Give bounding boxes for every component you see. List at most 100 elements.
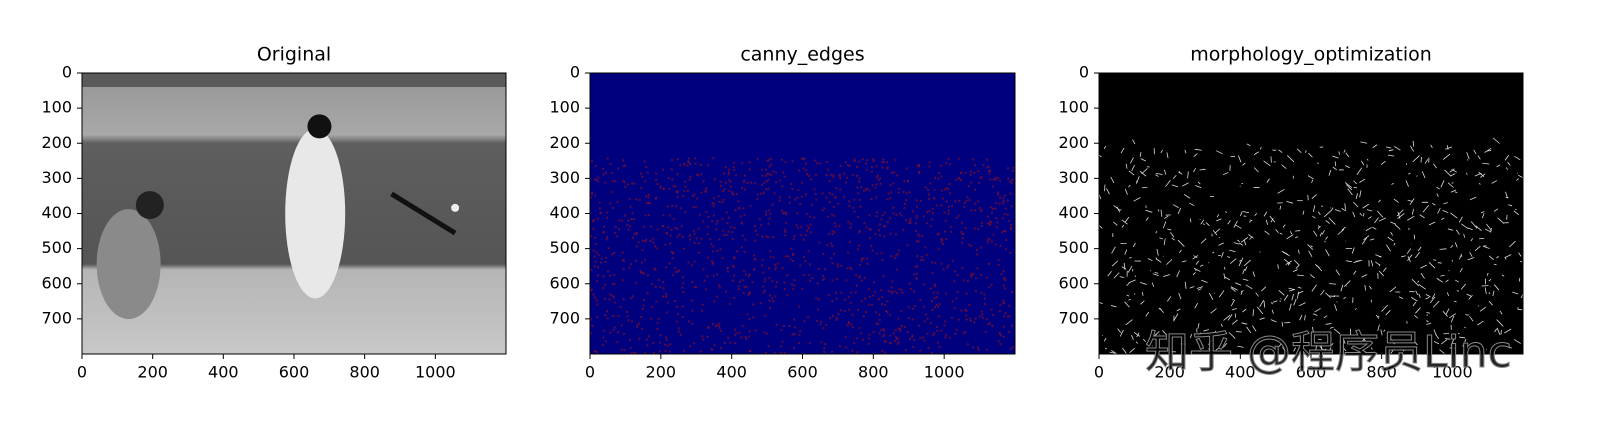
edge-pixel xyxy=(749,350,751,352)
edge-pixel xyxy=(925,314,927,316)
edge-pixel xyxy=(631,320,633,322)
edge-pixel xyxy=(852,174,854,176)
edge-pixel xyxy=(973,321,975,323)
edge-pixel xyxy=(769,165,771,167)
edge-pixel xyxy=(701,192,703,194)
edge-pixel xyxy=(902,229,904,231)
edge-pixel xyxy=(623,165,625,167)
edge-pixel xyxy=(825,197,827,199)
edge-pixel xyxy=(631,183,633,185)
edge-line xyxy=(1200,219,1201,220)
edge-pixel xyxy=(707,257,709,259)
edge-pixel xyxy=(727,271,729,273)
edge-pixel xyxy=(955,217,957,219)
edge-pixel xyxy=(960,231,962,233)
edge-pixel xyxy=(818,241,820,243)
edge-pixel xyxy=(985,331,987,333)
edge-pixel xyxy=(858,161,860,163)
edge-pixel xyxy=(602,344,604,346)
edge-pixel xyxy=(590,269,592,271)
x-tick-label: 200 xyxy=(646,363,677,382)
edge-pixel xyxy=(1007,178,1009,180)
edge-pixel xyxy=(676,306,678,308)
edge-pixel xyxy=(845,181,847,183)
edge-pixel xyxy=(830,174,832,176)
edge-pixel xyxy=(662,214,664,216)
edge-pixel xyxy=(989,178,991,180)
edge-pixel xyxy=(928,165,930,167)
edge-pixel xyxy=(807,225,809,227)
edge-pixel xyxy=(704,280,706,282)
edge-pixel xyxy=(1003,315,1005,317)
edge-pixel xyxy=(950,231,952,233)
edge-pixel xyxy=(995,243,997,245)
edge-pixel xyxy=(863,222,865,224)
edge-pixel xyxy=(943,324,945,326)
edge-pixel xyxy=(938,248,940,250)
edge-pixel xyxy=(606,211,608,213)
edge-pixel xyxy=(596,299,598,301)
edge-pixel xyxy=(934,262,936,264)
edge-pixel xyxy=(945,334,947,336)
edge-pixel xyxy=(596,351,598,353)
edge-pixel xyxy=(1000,245,1002,247)
edge-pixel xyxy=(629,206,631,208)
edge-pixel xyxy=(792,260,794,262)
x-tick-label: 0 xyxy=(1094,363,1104,382)
edge-pixel xyxy=(1012,346,1014,348)
edge-pixel xyxy=(669,351,671,353)
edge-pixel xyxy=(923,283,925,285)
edge-pixel xyxy=(805,234,807,236)
edge-pixel xyxy=(618,219,620,221)
edge-pixel xyxy=(594,179,596,181)
edge-pixel xyxy=(722,201,724,203)
edge-pixel xyxy=(633,183,635,185)
edge-pixel xyxy=(931,272,933,274)
edge-pixel xyxy=(670,229,672,231)
edge-line xyxy=(1363,213,1364,216)
watermark: 知乎 @程序员Linc xyxy=(1145,327,1512,378)
edge-pixel xyxy=(815,193,817,195)
edge-pixel xyxy=(744,239,746,241)
edge-pixel xyxy=(925,187,927,189)
edge-pixel xyxy=(695,206,697,208)
edge-pixel xyxy=(750,182,752,184)
edge-pixel xyxy=(621,349,623,351)
edge-pixel xyxy=(781,340,783,342)
edge-pixel xyxy=(883,235,885,237)
edge-pixel xyxy=(1000,273,1002,275)
edge-pixel xyxy=(739,281,741,283)
edge-pixel xyxy=(803,274,805,276)
edge-pixel xyxy=(979,316,981,318)
edge-pixel xyxy=(818,268,820,270)
edge-pixel xyxy=(728,190,730,192)
edge-pixel xyxy=(768,223,770,225)
edge-pixel xyxy=(786,274,788,276)
edge-pixel xyxy=(677,196,679,198)
edge-pixel xyxy=(875,196,877,198)
edge-pixel xyxy=(790,183,792,185)
edge-pixel xyxy=(789,196,791,198)
edge-pixel xyxy=(728,230,730,232)
edge-pixel xyxy=(949,192,951,194)
edge-pixel xyxy=(683,190,685,192)
edge-pixel xyxy=(948,210,950,212)
edge-pixel xyxy=(968,185,970,187)
edge-pixel xyxy=(1009,252,1011,254)
edge-pixel xyxy=(817,282,819,284)
edge-pixel xyxy=(885,310,887,312)
edge-pixel xyxy=(936,304,938,306)
edge-pixel xyxy=(651,306,653,308)
edge-pixel xyxy=(755,230,757,232)
edge-pixel xyxy=(858,181,860,183)
edge-pixel xyxy=(715,228,717,230)
y-tick-label: 400 xyxy=(1058,203,1089,222)
edge-pixel xyxy=(986,349,988,351)
edge-pixel xyxy=(883,275,885,277)
edge-pixel xyxy=(839,175,841,177)
edge-pixel xyxy=(852,326,854,328)
edge-pixel xyxy=(760,302,762,304)
y-tick-label: 100 xyxy=(1058,98,1089,117)
